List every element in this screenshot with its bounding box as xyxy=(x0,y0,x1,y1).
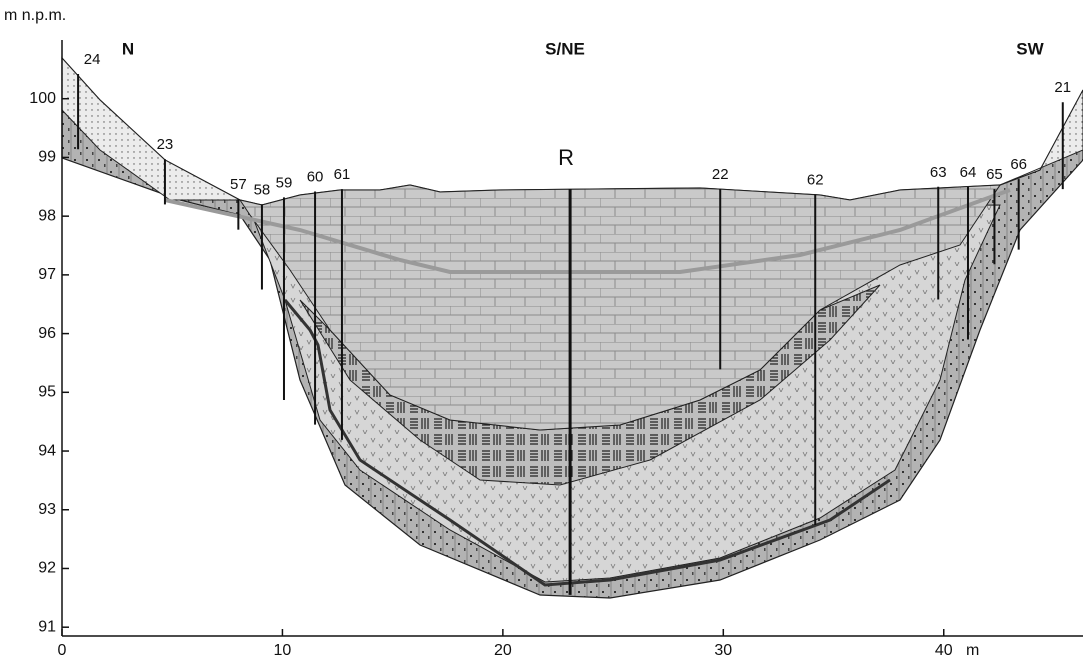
direction-label: S/NE xyxy=(545,39,585,58)
x-tick-label: 10 xyxy=(274,642,292,659)
y-tick-label: 96 xyxy=(38,325,56,342)
y-tick-label: 92 xyxy=(38,560,56,577)
borehole-label: 66 xyxy=(1010,156,1027,173)
borehole-label: 59 xyxy=(276,174,293,191)
x-tick-label: 0 xyxy=(58,642,67,659)
borehole-label: 62 xyxy=(807,171,824,188)
borehole-label: 23 xyxy=(157,136,174,153)
y-tick-label: 91 xyxy=(38,618,56,635)
x-unit: m xyxy=(966,642,979,659)
section-label: R xyxy=(558,145,574,170)
borehole-label: 22 xyxy=(712,166,729,183)
y-tick-label: 97 xyxy=(38,266,56,283)
layers xyxy=(62,58,1083,598)
y-tick-label: 100 xyxy=(29,90,56,107)
direction-label: N xyxy=(122,39,134,58)
direction-label: SW xyxy=(1016,39,1044,58)
x-tick-label: 40 xyxy=(935,642,953,659)
y-tick-label: 99 xyxy=(38,149,56,166)
y-tick-label: 98 xyxy=(38,207,56,224)
borehole-label: 21 xyxy=(1054,79,1071,96)
borehole-label: 60 xyxy=(307,168,324,185)
sand-left xyxy=(62,58,240,200)
y-tick-label: 94 xyxy=(38,442,56,459)
y-tick-label: 95 xyxy=(38,384,56,401)
borehole-label: 64 xyxy=(960,164,977,181)
borehole-label: 57 xyxy=(230,176,247,193)
cross-section: m n.p.m. m N S/NE SW 0 10 20 30 40 91 92 93 94 95… xyxy=(0,0,1083,661)
borehole-label: 63 xyxy=(930,164,947,181)
borehole-label: 61 xyxy=(334,166,351,183)
borehole-label: 24 xyxy=(84,51,101,68)
y-tick-label: 93 xyxy=(38,501,56,518)
x-tick-label: 30 xyxy=(714,642,732,659)
x-tick-label: 20 xyxy=(494,642,512,659)
borehole-label: 65 xyxy=(986,166,1003,183)
borehole-label: 58 xyxy=(254,181,271,198)
y-axis-label: m n.p.m. xyxy=(4,7,66,24)
